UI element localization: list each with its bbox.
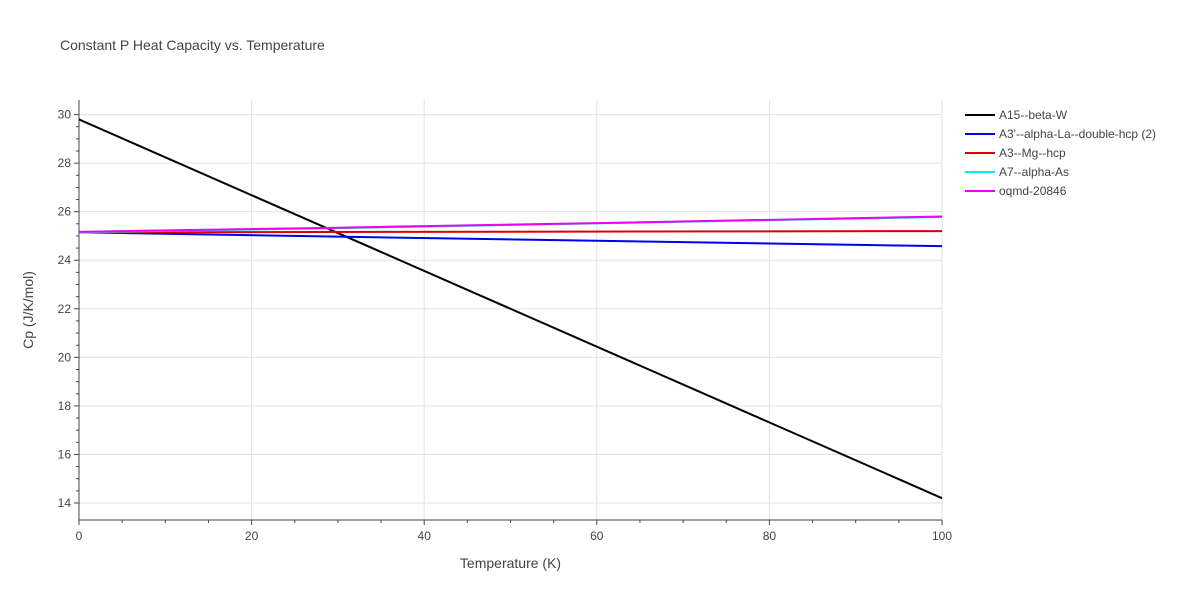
- x-axis-title: Temperature (K): [460, 555, 561, 571]
- series-line: [78, 230, 943, 234]
- series-line: [78, 215, 943, 233]
- legend: A15--beta-W A3'--alpha-La--double-hcp (2)…: [965, 108, 1156, 198]
- y-tick-label: 16: [58, 447, 72, 461]
- x-tick-label: 20: [245, 529, 259, 543]
- y-tick-label: 30: [58, 108, 72, 122]
- y-tick-label: 24: [58, 253, 72, 267]
- y-tick-label: 18: [58, 399, 72, 413]
- legend-label: A7--alpha-As: [999, 165, 1069, 179]
- chart-title: Constant P Heat Capacity vs. Temperature: [60, 37, 325, 53]
- y-tick-label: 22: [58, 302, 72, 316]
- series-group: [78, 118, 943, 500]
- x-tick-label: 80: [763, 529, 777, 543]
- x-tick-label: 100: [932, 529, 952, 543]
- legend-label: A3'--alpha-La--double-hcp (2): [999, 127, 1156, 141]
- y-tick-label: 20: [58, 350, 72, 364]
- legend-label: oqmd-20846: [999, 184, 1067, 198]
- grid: [79, 100, 943, 520]
- y-tick-label: 14: [58, 496, 72, 510]
- legend-label: A15--beta-W: [999, 108, 1068, 122]
- legend-label: A3--Mg--hcp: [999, 146, 1066, 160]
- y-axis-title: Cp (J/K/mol): [20, 271, 36, 349]
- y-tick-label: 26: [58, 205, 72, 219]
- series-line: [78, 118, 943, 500]
- x-tick-label: 60: [590, 529, 604, 543]
- x-tick-label: 40: [418, 529, 432, 543]
- series-line: [78, 231, 943, 248]
- axes: 0 20 40 60 80 100 14 16 18 20 22 24 26 28 30: [58, 100, 952, 543]
- y-tick-label: 28: [58, 156, 72, 170]
- x-tick-label: 0: [76, 529, 83, 543]
